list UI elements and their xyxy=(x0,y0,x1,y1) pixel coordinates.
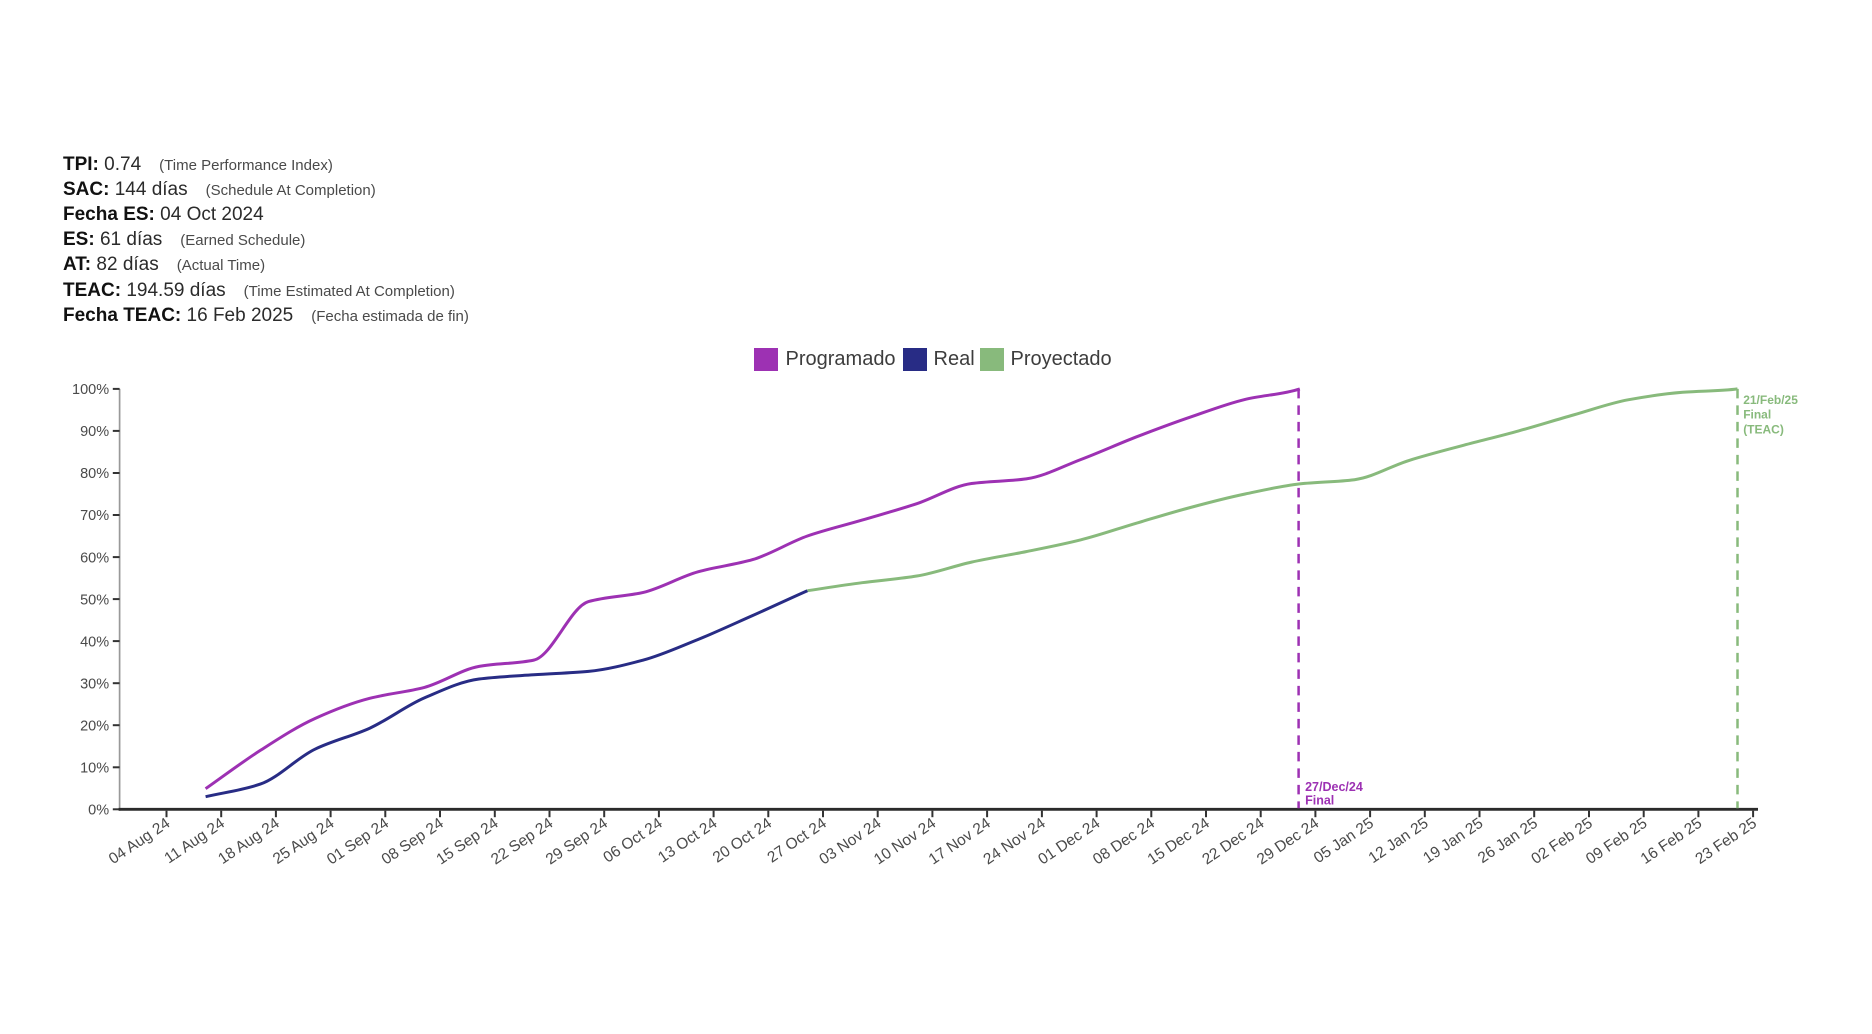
svg-text:09 Feb 25: 09 Feb 25 xyxy=(1583,815,1650,868)
svg-text:29 Sep 24: 29 Sep 24 xyxy=(543,815,611,869)
svg-text:16 Feb 25: 16 Feb 25 xyxy=(1638,815,1705,868)
svg-text:20 Oct 24: 20 Oct 24 xyxy=(710,815,776,867)
svg-text:06 Oct 24: 06 Oct 24 xyxy=(600,815,666,867)
svg-text:10%: 10% xyxy=(80,761,109,777)
svg-text:04 Aug 24: 04 Aug 24 xyxy=(106,815,174,868)
svg-text:Final: Final xyxy=(1743,408,1771,422)
svg-text:0%: 0% xyxy=(88,803,109,819)
svg-text:60%: 60% xyxy=(80,550,109,566)
svg-text:90%: 90% xyxy=(80,424,109,440)
svg-text:Final: Final xyxy=(1305,794,1334,808)
svg-text:12 Jan 25: 12 Jan 25 xyxy=(1366,815,1432,867)
svg-text:100%: 100% xyxy=(72,382,109,398)
svg-text:02 Feb 25: 02 Feb 25 xyxy=(1528,815,1595,868)
svg-text:(TEAC): (TEAC) xyxy=(1743,422,1784,436)
svg-text:50%: 50% xyxy=(80,592,109,608)
svg-text:70%: 70% xyxy=(80,508,109,524)
svg-text:23 Feb 25: 23 Feb 25 xyxy=(1692,815,1759,868)
svg-text:19 Jan 25: 19 Jan 25 xyxy=(1420,815,1486,867)
svg-text:20%: 20% xyxy=(80,718,109,734)
svg-text:40%: 40% xyxy=(80,634,109,650)
svg-text:27/Dec/24: 27/Dec/24 xyxy=(1305,780,1363,794)
svg-text:13 Oct 24: 13 Oct 24 xyxy=(655,815,721,867)
svg-text:29 Dec 24: 29 Dec 24 xyxy=(1254,815,1322,869)
svg-text:21/Feb/25: 21/Feb/25 xyxy=(1743,393,1798,407)
svg-text:80%: 80% xyxy=(80,466,109,482)
svg-text:05 Jan 25: 05 Jan 25 xyxy=(1311,815,1377,867)
svg-text:30%: 30% xyxy=(80,676,109,692)
svg-text:18 Aug 24: 18 Aug 24 xyxy=(215,815,283,868)
